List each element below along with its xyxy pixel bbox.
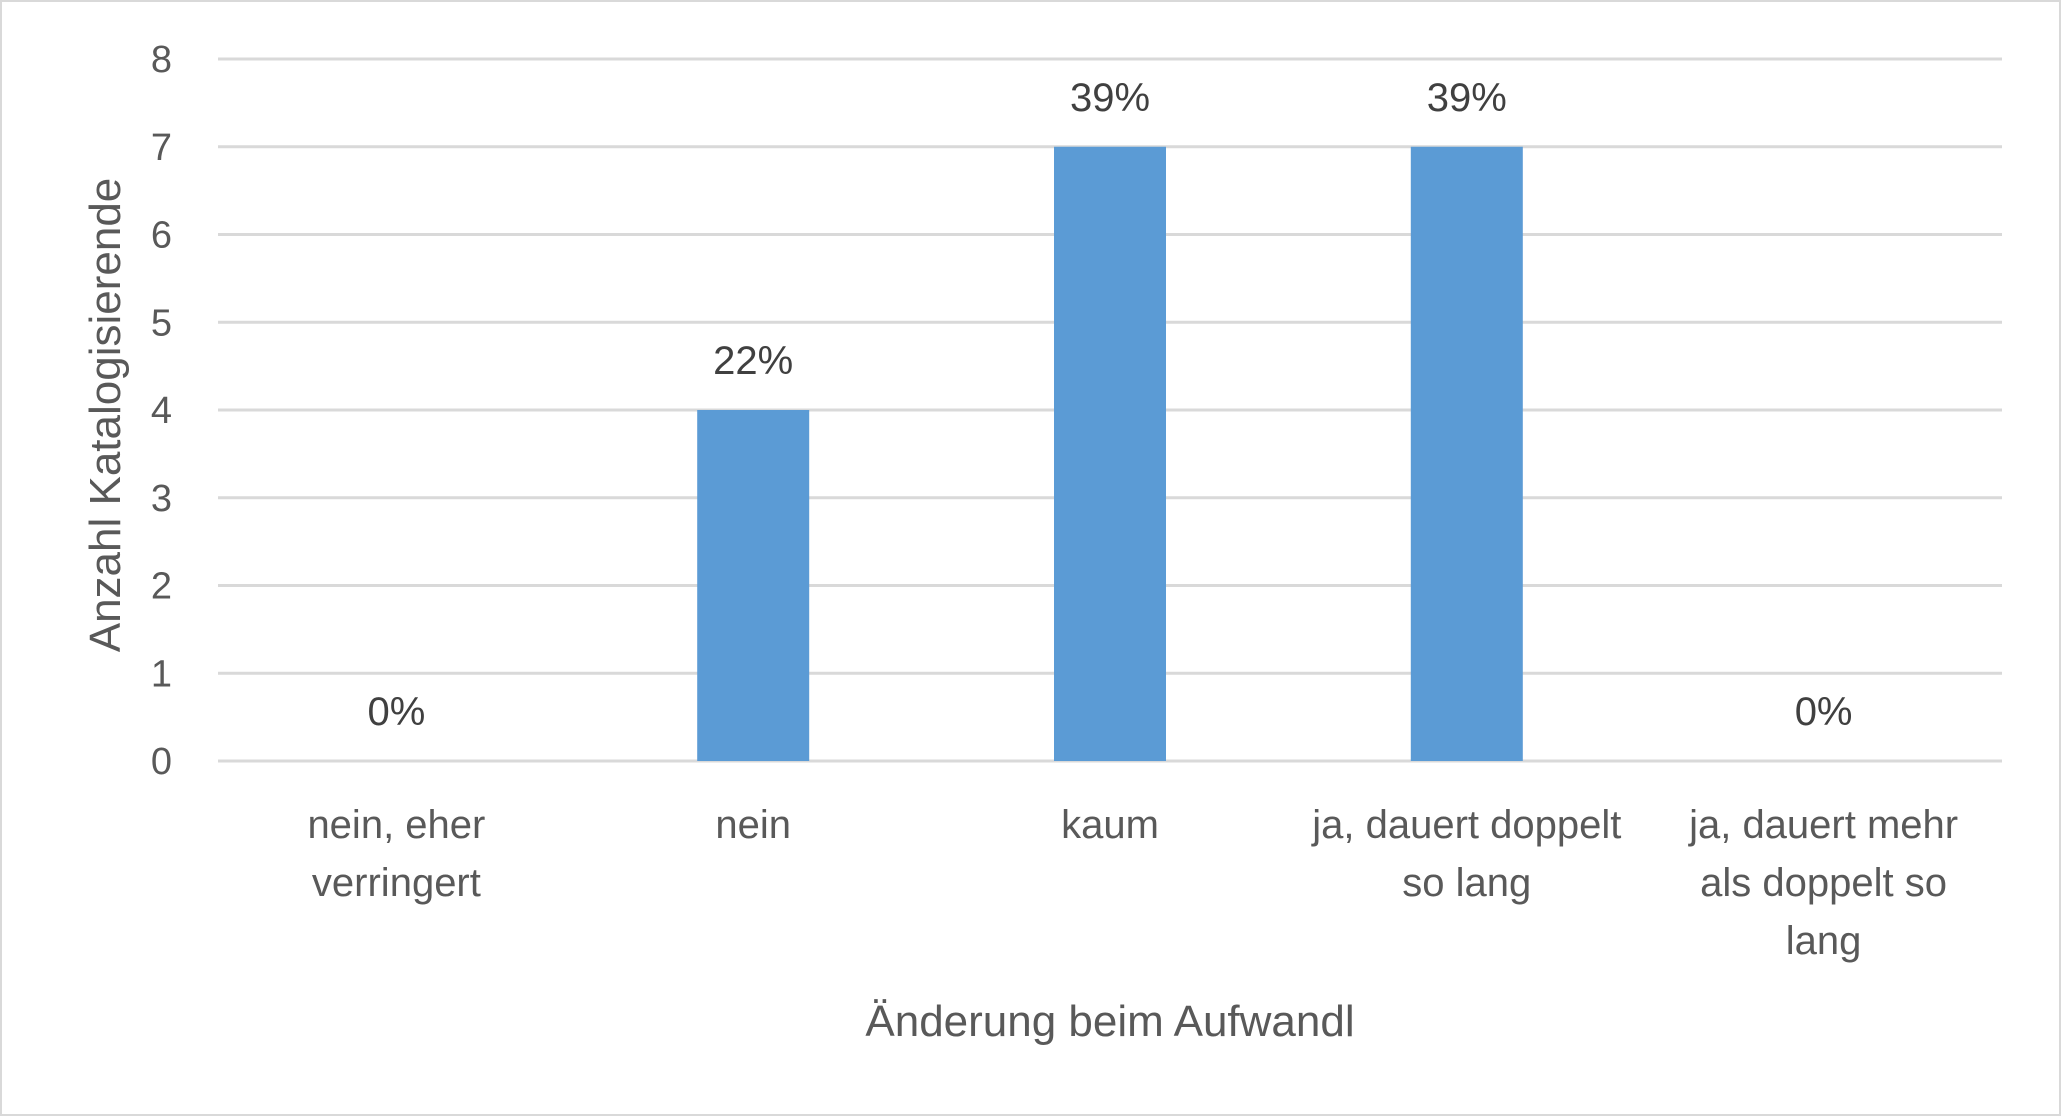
bar xyxy=(1410,146,1523,761)
x-axis-categories: nein, eher verringert nein kaum ja, dauert d… xyxy=(307,803,1958,963)
y-tick-label: 6 xyxy=(151,215,172,257)
x-category-label: ja, dauert doppelt so lang xyxy=(1311,803,1621,905)
data-label: 0% xyxy=(1795,690,1853,734)
y-tick-label: 4 xyxy=(151,390,172,432)
x-category-label: nein xyxy=(715,803,791,847)
x-axis-title: Änderung beim Aufwandl xyxy=(865,997,1354,1046)
y-tick-label: 1 xyxy=(151,653,172,695)
bar xyxy=(697,410,810,761)
bars xyxy=(697,146,1523,761)
y-tick-label: 2 xyxy=(151,566,172,608)
x-category-label: nein, eher verringert xyxy=(307,803,485,905)
data-label: 22% xyxy=(713,339,793,383)
y-tick-label: 3 xyxy=(151,478,172,520)
data-label: 39% xyxy=(1427,76,1507,120)
y-axis-ticks: 0 1 2 3 4 5 6 7 8 xyxy=(151,39,172,783)
data-label: 39% xyxy=(1070,76,1150,120)
y-tick-label: 0 xyxy=(151,741,172,783)
y-axis-title: Anzahl Katalogisierende xyxy=(81,178,130,653)
data-label: 0% xyxy=(367,690,425,734)
x-category-label: ja, dauert mehr als doppelt so lang xyxy=(1688,803,1958,963)
bar xyxy=(1054,146,1166,761)
y-tick-label: 8 xyxy=(151,39,172,81)
y-tick-label: 5 xyxy=(151,302,172,344)
x-category-label: kaum xyxy=(1061,803,1159,847)
y-tick-label: 7 xyxy=(151,127,172,169)
data-labels: 0% 22% 39% 39% 0% xyxy=(367,76,1852,734)
